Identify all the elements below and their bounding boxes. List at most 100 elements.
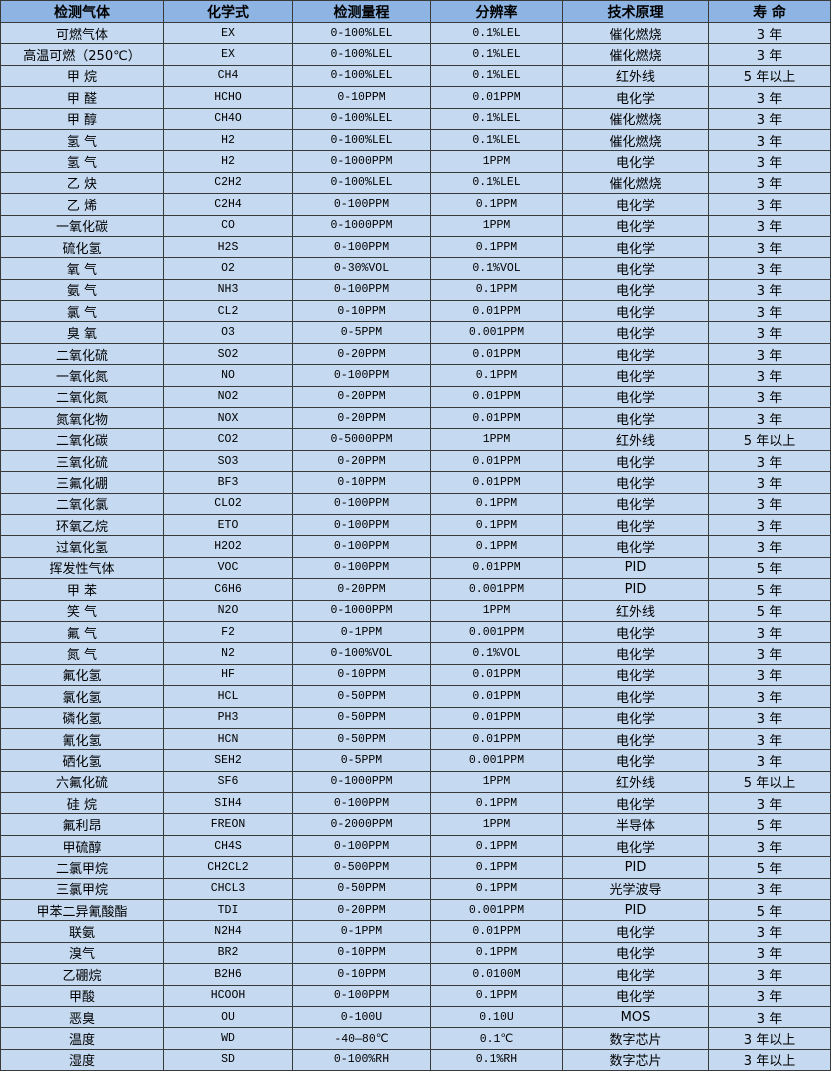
lifespan-cell: 3 年 <box>708 214 831 237</box>
principle-cell: 电化学 <box>562 834 709 858</box>
principle-cell: PID <box>562 556 709 580</box>
header-row: 检测气体 化学式 检测量程 分辨率 技术原理寿 命 <box>0 0 831 23</box>
resolution-cell: 0.01PPM <box>430 471 563 494</box>
lifespan-cell: 3 年 <box>708 471 831 494</box>
resolution-cell: 1PPM <box>430 770 563 794</box>
range-cell: 0-100PPM <box>292 492 431 515</box>
gas-name-cell: 氮 气 <box>0 642 164 665</box>
lifespan-cell: 3 年 <box>708 278 831 302</box>
gas-name-cell: 挥发性气体 <box>0 556 164 580</box>
gas-name-cell: 湿度 <box>0 1048 164 1072</box>
lifespan-cell: 3 年 <box>708 620 831 644</box>
lifespan-cell: 3 年 <box>708 513 831 537</box>
table-row: 溴气 BR2 0-10PPM 0.1PPM 电化学 3 年 <box>0 941 831 965</box>
gas-name-cell: 环氧乙烷 <box>0 513 164 537</box>
range-cell: 0-10PPM <box>292 963 431 986</box>
table-row: 过氧化氢 H2O2 0-100PPM 0.1PPM 电化学 3 年 <box>0 535 831 558</box>
table-row: 氟化氢 HF 0-10PPM 0.01PPM 电化学 3 年 <box>0 663 831 687</box>
lifespan-cell: 5 年 <box>708 556 831 580</box>
lifespan-cell: 5 年 <box>708 578 831 601</box>
range-cell: 0-20PPM <box>292 449 431 473</box>
formula-cell: CO <box>163 214 293 237</box>
table-row: 磷化氢 PH3 0-50PPM 0.01PPM 电化学 3 年 <box>0 706 831 729</box>
principle-cell: 电化学 <box>562 342 709 366</box>
table-row: 可燃气体 EX 0-100%LEL 0.1%LEL 催化燃烧 3 年 <box>0 21 831 45</box>
lifespan-cell: 3 年 <box>708 86 831 109</box>
table-row: 氨 气 NH3 0-100PPM 0.1PPM 电化学 3 年 <box>0 278 831 302</box>
lifespan-cell: 3 年 <box>708 21 831 45</box>
gas-name-cell: 一氧化氮 <box>0 364 164 387</box>
formula-cell: CO2 <box>163 428 293 451</box>
resolution-cell: 0.01PPM <box>430 556 563 580</box>
resolution-cell: 0.1PPM <box>430 513 563 537</box>
principle-cell: 红外线 <box>562 428 709 451</box>
principle-cell: 催化燃烧 <box>562 171 709 195</box>
formula-cell: SO3 <box>163 449 293 473</box>
range-cell: 0-20PPM <box>292 578 431 601</box>
principle-cell: 数字芯片 <box>562 1048 709 1072</box>
resolution-cell: 0.1PPM <box>430 984 563 1007</box>
range-cell: 0-1000PPM <box>292 770 431 794</box>
table-row: 甲硫醇 CH4S 0-100PPM 0.1PPM 电化学 3 年 <box>0 834 831 858</box>
principle-cell: 电化学 <box>562 642 709 665</box>
table-row: 硫化氢 H2S 0-100PPM 0.1PPM 电化学 3 年 <box>0 235 831 259</box>
range-cell: 0-50PPM <box>292 877 431 901</box>
table-row: 三氧化硫 SO3 0-20PPM 0.01PPM 电化学 3 年 <box>0 449 831 473</box>
resolution-cell: 0.1PPM <box>430 941 563 965</box>
table-row: 湿度 SD 0-100%RH 0.1%RH 数字芯片 3 年以上 <box>0 1048 831 1072</box>
principle-cell: 电化学 <box>562 663 709 687</box>
gas-name-cell: 二氯甲烷 <box>0 856 164 879</box>
resolution-cell: 0.1%LEL <box>430 43 563 66</box>
table-row: 二氧化碳 CO2 0-5000PPM 1PPM 红外线 5 年以上 <box>0 428 831 451</box>
principle-cell: 电化学 <box>562 86 709 109</box>
range-cell: 0-500PPM <box>292 856 431 879</box>
formula-cell: H2 <box>163 128 293 152</box>
gas-name-cell: 臭 氧 <box>0 321 164 344</box>
range-cell: 0-1000PPM <box>292 150 431 173</box>
lifespan-cell: 3 年 <box>708 449 831 473</box>
formula-cell: N2 <box>163 642 293 665</box>
formula-cell: SD <box>163 1048 293 1072</box>
principle-cell: 电化学 <box>562 963 709 986</box>
formula-cell: H2O2 <box>163 535 293 558</box>
range-cell: 0-10PPM <box>292 663 431 687</box>
formula-cell: CL2 <box>163 300 293 323</box>
principle-cell: 电化学 <box>562 278 709 302</box>
principle-cell: 电化学 <box>562 235 709 259</box>
formula-cell: B2H6 <box>163 963 293 986</box>
resolution-cell: 0.1PPM <box>430 235 563 259</box>
range-cell: 0-10PPM <box>292 300 431 323</box>
formula-cell: WD <box>163 1027 293 1050</box>
range-cell: 0-100%RH <box>292 1048 431 1072</box>
principle-cell: 电化学 <box>562 385 709 409</box>
formula-cell: NO2 <box>163 385 293 409</box>
gas-name-cell: 可燃气体 <box>0 21 164 45</box>
formula-cell: EX <box>163 21 293 45</box>
lifespan-cell: 3 年以上 <box>708 1048 831 1072</box>
principle-cell: 催化燃烧 <box>562 43 709 66</box>
principle-cell: MOS <box>562 1005 709 1029</box>
table-row: 氯化氢 HCL 0-50PPM 0.01PPM 电化学 3 年 <box>0 685 831 708</box>
lifespan-cell: 5 年 <box>708 813 831 836</box>
formula-cell: CH4O <box>163 107 293 130</box>
principle-cell: 催化燃烧 <box>562 128 709 152</box>
table-row: 氰化氢 HCN 0-50PPM 0.01PPM 电化学 3 年 <box>0 727 831 751</box>
formula-cell: SEH2 <box>163 749 293 772</box>
gas-name-cell: 磷化氢 <box>0 706 164 729</box>
table-row: 氢 气 H2 0-100%LEL 0.1%LEL 催化燃烧 3 年 <box>0 128 831 152</box>
range-cell: 0-100%LEL <box>292 107 431 130</box>
lifespan-cell: 5 年以上 <box>708 770 831 794</box>
table-row: 二氧化硫 SO2 0-20PPM 0.01PPM 电化学 3 年 <box>0 342 831 366</box>
principle-cell: 催化燃烧 <box>562 107 709 130</box>
table-row: 二氯甲烷 CH2CL2 0-500PPM 0.1PPM PID 5 年 <box>0 856 831 879</box>
table-row: 氯 气 CL2 0-10PPM 0.01PPM 电化学 3 年 <box>0 300 831 323</box>
resolution-cell: 0.1PPM <box>430 877 563 901</box>
resolution-cell: 0.001PPM <box>430 899 563 922</box>
lifespan-cell: 3 年 <box>708 171 831 195</box>
range-cell: 0-100PPM <box>292 278 431 302</box>
gas-name-cell: 氟化氢 <box>0 663 164 687</box>
formula-cell: TDI <box>163 899 293 922</box>
table-row: 氢 气 H2 0-1000PPM 1PPM 电化学 3 年 <box>0 150 831 173</box>
formula-cell: SO2 <box>163 342 293 366</box>
gas-name-cell: 甲苯二异氰酸酯 <box>0 899 164 922</box>
